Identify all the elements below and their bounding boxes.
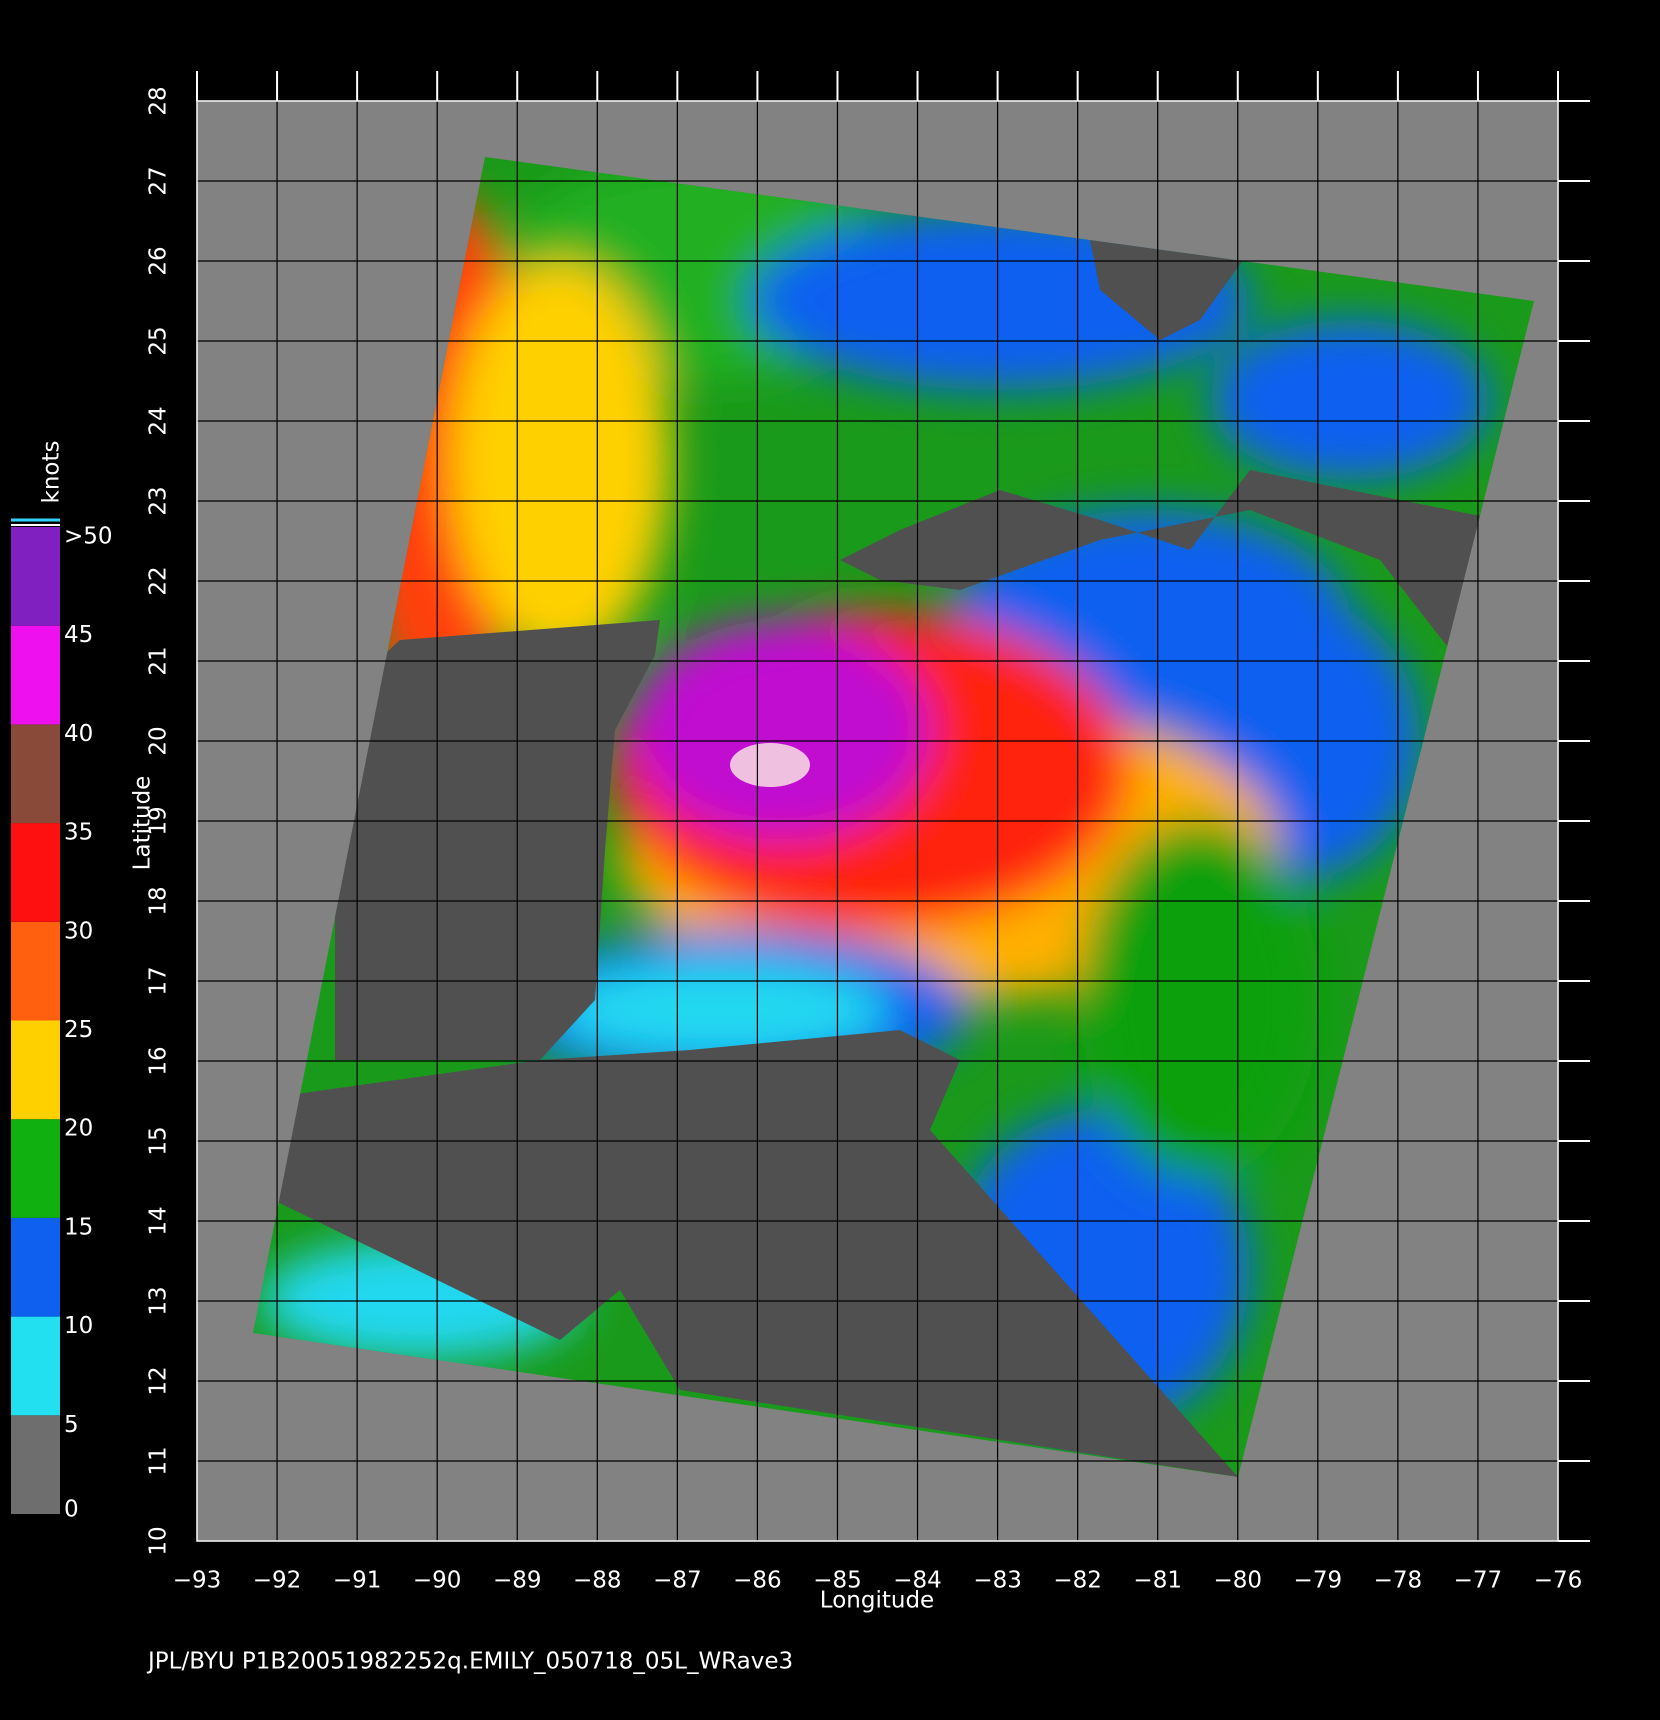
y-tick-label: 20 [146, 726, 172, 755]
y-tick-label: 15 [146, 1126, 172, 1155]
x-tick-label: −90 [413, 1568, 462, 1594]
y-tick-label: 23 [146, 486, 172, 515]
x-tick-label: −77 [1454, 1568, 1503, 1594]
colorbar-segment [11, 1217, 60, 1317]
colorbar-label: 20 [64, 1116, 93, 1142]
colorbar-label: 5 [64, 1412, 79, 1438]
colorbar-label: >50 [64, 524, 113, 550]
y-tick-label: 14 [146, 1206, 172, 1235]
y-tick-label: 24 [146, 406, 172, 435]
x-tick-label: −91 [333, 1568, 382, 1594]
colorbar-label: 10 [64, 1313, 93, 1339]
y-tick-label: 13 [146, 1286, 172, 1315]
colorbar-title: knots [39, 441, 65, 504]
footer: JPL/BYU P1B20051982252q.EMILY_050718_05L… [146, 1649, 793, 1675]
x-tick-label: −83 [973, 1568, 1022, 1594]
colorbar-segment [11, 625, 60, 725]
y-tick-label: 27 [146, 166, 172, 195]
x-tick-label: −81 [1133, 1568, 1182, 1594]
x-tick-label: −92 [253, 1568, 302, 1594]
plot-frame [196, 100, 1559, 1542]
x-axis-label: Longitude [820, 1588, 934, 1614]
colorbar-label: 25 [64, 1017, 93, 1043]
y-tick-label: 28 [146, 86, 172, 115]
x-tick-label: −78 [1374, 1568, 1423, 1594]
y-tick-label: 22 [146, 566, 172, 595]
x-tick-label: −76 [1534, 1568, 1583, 1594]
y-tick-label: 26 [146, 246, 172, 275]
colorbar-segment [11, 921, 60, 1021]
colorbar-segment [11, 1316, 60, 1416]
colorbar-segment [11, 527, 60, 626]
wind-swath [253, 157, 1534, 1477]
colorbar-label: 30 [64, 918, 93, 944]
land-yucatan [335, 620, 660, 1060]
colorbar-segment [11, 724, 60, 824]
colorbar-segment [11, 1415, 60, 1514]
land-cuba [840, 470, 1500, 650]
y-tick-label: 25 [146, 326, 172, 355]
y-tick-label: 10 [146, 1526, 172, 1555]
colorbar-segment [11, 823, 60, 922]
y-tick-label: 18 [146, 886, 172, 915]
y-tick-label: 16 [146, 1046, 172, 1075]
colorbar-label: 45 [64, 622, 93, 648]
colorbar-segment [11, 1119, 60, 1218]
x-tick-label: −85 [813, 1568, 862, 1594]
x-tick-label: −82 [1053, 1568, 1102, 1594]
colorbar-label: 0 [64, 1497, 79, 1523]
y-tick-label: 12 [146, 1366, 172, 1395]
x-tick-label: −86 [733, 1568, 782, 1594]
y-tick-label: 17 [146, 966, 172, 995]
x-tick-label: −88 [573, 1568, 622, 1594]
x-tick-label: −93 [173, 1568, 222, 1594]
x-tick-label: −87 [653, 1568, 702, 1594]
y-tick-label: 21 [146, 646, 172, 675]
colorbar-label: 15 [64, 1214, 93, 1240]
land-florida [1090, 240, 1250, 340]
colorbar-label: 40 [64, 721, 93, 747]
x-tick-label: −79 [1294, 1568, 1343, 1594]
colorbar-label: 35 [64, 820, 93, 846]
y-tick-label: 11 [146, 1446, 172, 1475]
x-tick-label: −80 [1213, 1568, 1262, 1594]
y-axis-label: Latitude [130, 776, 156, 871]
land-central-america [253, 1030, 1238, 1477]
colorbar-segment [11, 1020, 60, 1120]
x-tick-label: −89 [493, 1568, 542, 1594]
y-tick-label: 19 [146, 806, 172, 835]
x-tick-label: −84 [893, 1568, 942, 1594]
